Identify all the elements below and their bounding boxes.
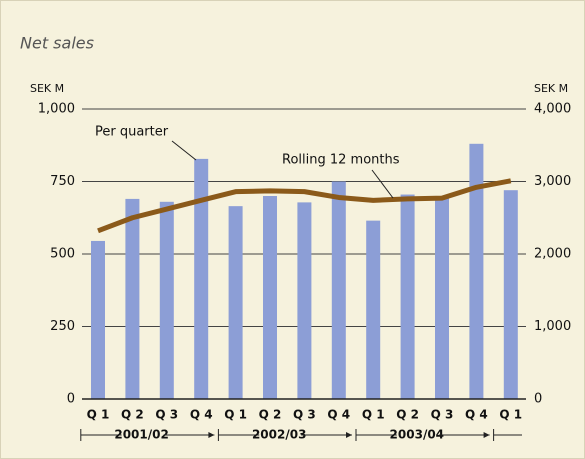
x-tick-label: Q 4 bbox=[190, 408, 213, 422]
y-tick-label: 750 bbox=[50, 174, 75, 189]
leader-line bbox=[171, 140, 197, 161]
bar bbox=[435, 196, 449, 399]
y-tick-label: 500 bbox=[50, 247, 75, 262]
leader-line bbox=[371, 169, 394, 199]
x-tick-label: Q 2 bbox=[259, 408, 282, 422]
y-tick-label: 250 bbox=[50, 319, 75, 334]
y2-tick-label: 3,000 bbox=[534, 174, 571, 189]
bar bbox=[469, 143, 484, 399]
x-tick-label: Q 3 bbox=[155, 408, 178, 422]
bar bbox=[297, 202, 312, 399]
bar bbox=[400, 194, 415, 399]
period-label: 2002/03 bbox=[252, 428, 306, 442]
annotation: Rolling 12 months bbox=[282, 153, 400, 168]
y2-unit: SEK M bbox=[534, 82, 568, 95]
x-tick-label: Q 1 bbox=[362, 408, 385, 422]
x-tick-label: Q 4 bbox=[465, 408, 488, 422]
x-tick-label: Q 1 bbox=[224, 408, 247, 422]
y2-tick-label: 2,000 bbox=[534, 247, 571, 262]
y-unit: SEK M bbox=[30, 82, 64, 95]
y2-tick-label: 0 bbox=[534, 392, 542, 407]
bar bbox=[366, 220, 381, 399]
annotation: Per quarter bbox=[95, 125, 169, 140]
y2-tick-label: 4,000 bbox=[534, 102, 571, 117]
bar bbox=[503, 190, 518, 399]
bar bbox=[194, 158, 209, 399]
arrowhead bbox=[208, 432, 215, 438]
period-label: 2001/02 bbox=[114, 428, 168, 442]
line bbox=[97, 178, 512, 234]
period-label: 2003/04 bbox=[390, 428, 444, 442]
x-tick-label: Q 1 bbox=[87, 408, 110, 422]
bar bbox=[228, 206, 243, 399]
bar bbox=[91, 240, 105, 399]
bar bbox=[159, 201, 174, 399]
y-tick-label: 0 bbox=[67, 392, 75, 407]
x-tick-label: Q 1 bbox=[499, 408, 522, 422]
x-tick-label: Q 2 bbox=[121, 408, 144, 422]
x-tick-label: Q 2 bbox=[396, 408, 419, 422]
arrowhead bbox=[346, 432, 352, 438]
x-tick-label: Q 3 bbox=[293, 408, 316, 422]
bar bbox=[263, 196, 277, 399]
arrowhead bbox=[483, 432, 490, 438]
x-tick-label: Q 3 bbox=[431, 408, 454, 422]
y-tick-label: 1,000 bbox=[38, 102, 75, 117]
bar bbox=[331, 181, 346, 399]
chart-title: Net sales bbox=[20, 34, 94, 53]
bar bbox=[125, 198, 140, 399]
y2-tick-label: 1,000 bbox=[534, 319, 571, 334]
x-tick-label: Q 4 bbox=[327, 408, 350, 422]
